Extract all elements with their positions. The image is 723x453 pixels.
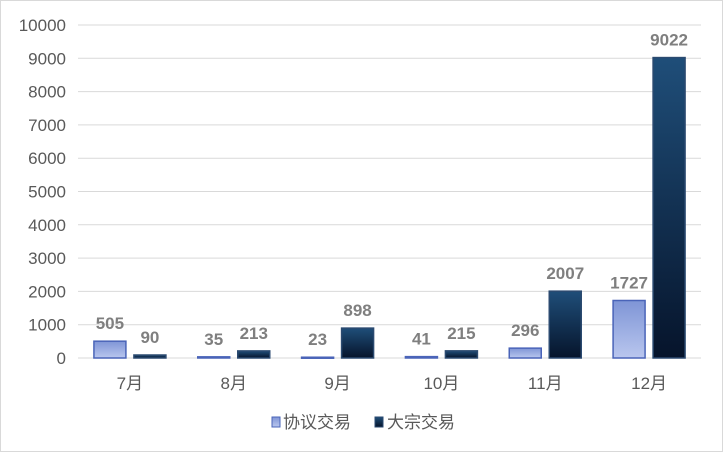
y-tick-label: 9000 — [28, 49, 66, 68]
data-label: 215 — [447, 324, 475, 343]
bars — [93, 56, 686, 359]
gridlines — [78, 24, 701, 359]
data-label: 90 — [140, 328, 159, 347]
bar-dazong-2 — [340, 327, 375, 359]
bar-dazong-1 — [237, 350, 271, 359]
bar-dazong-5 — [652, 56, 686, 359]
legend-label-dazong: 大宗交易 — [387, 413, 455, 432]
y-tick-label: 2000 — [28, 282, 66, 301]
legend-swatch-dazong — [374, 416, 384, 428]
data-label: 2007 — [546, 264, 584, 283]
legend: 协议交易 大宗交易 — [271, 413, 455, 432]
y-tick-label: 4000 — [28, 216, 66, 235]
x-tick-label: 10月 — [423, 374, 459, 393]
bar-xieyi-1 — [197, 356, 231, 359]
data-label: 296 — [511, 321, 539, 340]
y-tick-label: 10000 — [19, 16, 66, 35]
y-tick-label: 5000 — [28, 183, 66, 202]
x-tick-label: 9月 — [324, 374, 350, 393]
y-tick-label: 0 — [57, 349, 66, 368]
x-tick-label: 12月 — [631, 374, 667, 393]
x-tick-label: 11月 — [528, 374, 563, 393]
legend-label-xieyi: 协议交易 — [283, 413, 351, 432]
data-label: 23 — [308, 330, 327, 349]
legend-swatch-xieyi — [271, 416, 281, 428]
x-tick-label: 8月 — [221, 374, 247, 393]
bar-xieyi-5 — [612, 299, 646, 359]
data-label: 505 — [96, 314, 124, 333]
data-label: 1727 — [610, 273, 648, 292]
y-tick-label: 1000 — [28, 316, 66, 335]
data-label: 213 — [240, 324, 268, 343]
y-tick-label: 8000 — [28, 83, 66, 102]
data-labels: 505 90 35 213 23 898 41 215 296 2007 1727 9022 — [96, 31, 688, 350]
bar-xieyi-2 — [300, 356, 335, 359]
y-tick-label: 7000 — [28, 116, 66, 135]
bar-xieyi-0 — [93, 340, 127, 359]
bar-dazong-4 — [548, 290, 582, 359]
bar-xieyi-4 — [508, 347, 542, 359]
data-label: 898 — [343, 301, 371, 320]
y-tick-label: 3000 — [28, 249, 66, 268]
x-tick-label: 7月 — [117, 374, 143, 393]
data-label: 9022 — [650, 31, 688, 50]
bar-dazong-0 — [133, 354, 167, 359]
y-tick-label: 6000 — [28, 149, 66, 168]
y-axis-tick-labels: 0 1000 2000 3000 4000 5000 6000 7000 8000 9000 100… — [19, 16, 66, 368]
data-label: 35 — [204, 330, 223, 349]
data-label: 41 — [412, 330, 431, 349]
bar-xieyi-3 — [404, 355, 439, 359]
bar-dazong-3 — [444, 350, 479, 359]
x-axis-tick-labels: 7月 8月 9月 10月 11月 12月 — [117, 374, 667, 393]
